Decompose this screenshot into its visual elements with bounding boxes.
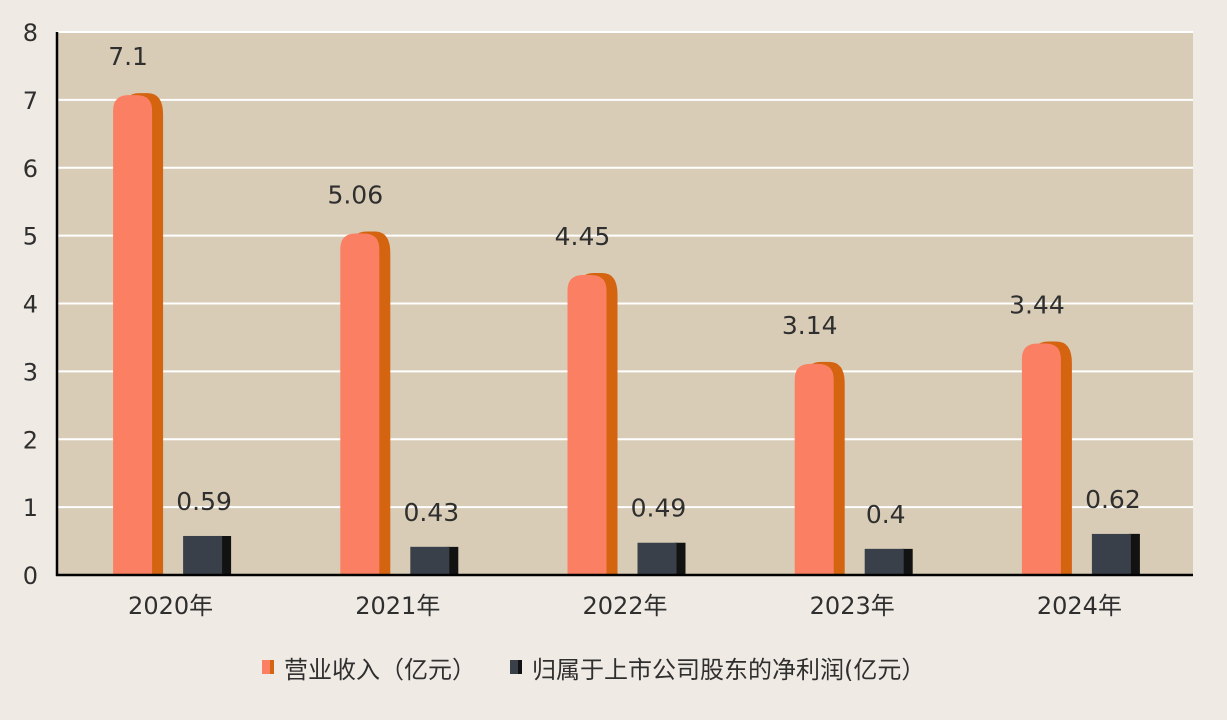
legend-swatch-front (262, 660, 270, 674)
x-axis-categories: 2020年 2021年 2022年 2023年 2024年 (128, 592, 1122, 620)
bar-revenue (113, 95, 153, 576)
legend: 营业收入（亿元） 归属于上市公司股东的净利润(亿元） (262, 656, 925, 684)
data-labels: 7.1 0.59 5.06 0.43 4.45 0.49 3.14 0.4 3.44 0.62 (108, 42, 1141, 529)
data-label-revenue: 5.06 (327, 181, 383, 210)
bar-net-profit-side (901, 548, 913, 575)
data-label-net-profit: 0.62 (1085, 485, 1141, 514)
data-label-revenue: 3.44 (1009, 291, 1065, 320)
y-tick-label: 0 (23, 562, 38, 590)
y-tick-label: 4 (23, 291, 38, 319)
data-label-net-profit: 0.49 (631, 494, 687, 523)
y-tick-label: 3 (23, 358, 38, 386)
data-label-net-profit: 0.59 (176, 487, 232, 516)
bar-revenue (340, 233, 380, 576)
data-label-revenue: 4.45 (555, 222, 611, 251)
x-category-label: 2022年 (582, 592, 667, 620)
bar-net-profit (637, 542, 677, 575)
gridlines (57, 31, 1193, 509)
y-tick-label: 2 (23, 426, 38, 454)
y-tick-label: 8 (23, 19, 38, 47)
y-tick-label: 5 (23, 223, 38, 251)
x-category-label: 2020年 (128, 592, 213, 620)
axes (55, 32, 1193, 577)
y-tick-label: 6 (23, 155, 38, 183)
bar-net-profit (183, 535, 223, 575)
y-tick-label: 7 (23, 87, 38, 115)
bars (113, 93, 1140, 576)
bar-net-profit (864, 548, 904, 575)
bar-net-profit (410, 546, 450, 575)
data-label-revenue: 3.14 (782, 311, 838, 340)
x-category-label: 2024年 (1037, 592, 1122, 620)
y-tick-label: 1 (23, 494, 38, 522)
bar-net-profit-side (447, 546, 459, 575)
bar-net-profit-side (674, 542, 686, 575)
data-label-net-profit: 0.43 (403, 498, 459, 527)
bar-net-profit-side (220, 535, 232, 575)
bar-net-profit (1091, 533, 1131, 575)
bar-revenue (1021, 343, 1061, 575)
legend-item-revenue: 营业收入（亿元） (284, 656, 476, 684)
bar-net-profit-side (1128, 533, 1140, 575)
x-category-label: 2023年 (810, 592, 895, 620)
data-label-revenue: 7.1 (108, 42, 148, 71)
y-axis-ticks: 0 1 2 3 4 5 6 7 8 (23, 19, 38, 590)
bar-revenue (567, 274, 607, 575)
data-label-net-profit: 0.4 (866, 500, 906, 529)
bar-revenue (794, 363, 834, 575)
x-category-label: 2021年 (355, 592, 440, 620)
legend-swatch-front (510, 660, 518, 674)
legend-item-net-profit: 归属于上市公司股东的净利润(亿元） (532, 656, 925, 684)
